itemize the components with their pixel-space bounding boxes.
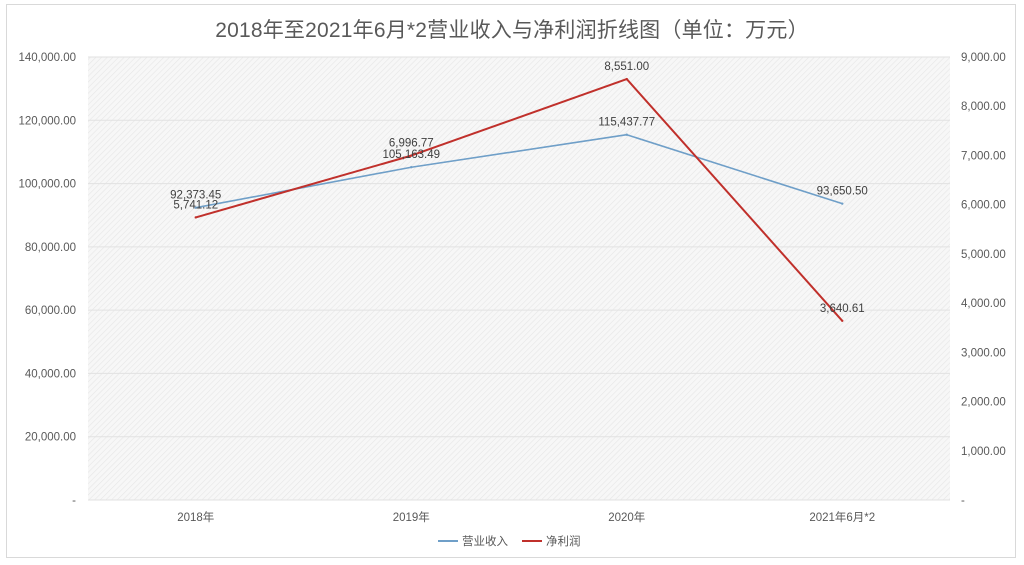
data-point [410,166,413,169]
right-axis-tick-label: - [961,495,965,507]
right-axis-tick-label: 1,000.00 [961,446,1006,458]
right-axis-tick-label: 6,000.00 [961,200,1006,212]
right-axis-tick-label: 2,000.00 [961,397,1006,409]
right-axis-tick-label: 5,000.00 [961,249,1006,261]
plot-area [88,57,950,500]
data-point [841,202,844,205]
data-point [841,319,844,323]
right-axis-tick-label: 3,000.00 [961,347,1006,359]
left-axis-tick-label: 80,000.00 [25,242,76,254]
legend-label: 营业收入 [462,534,508,548]
data-point [625,77,628,81]
series-line-net-profit [195,78,843,322]
left-axis-tick-label: - [72,495,76,507]
x-axis-tick-label: 2020年 [608,510,645,524]
right-axis-tick-label: 9,000.00 [961,52,1006,64]
left-axis-tick-label: 60,000.00 [25,305,76,317]
right-axis-tick-label: 4,000.00 [961,298,1006,310]
x-axis-tick-label: 2021年6月*2 [809,510,875,524]
data-label: 8,551.00 [604,61,649,73]
data-label: 5,741.12 [173,199,218,211]
left-axis-tick-label: 120,000.00 [18,115,76,127]
data-point [194,216,197,219]
data-label: 6,996.77 [389,138,434,150]
data-label: 92,373.45 [170,190,221,202]
legend-label: 净利润 [546,534,581,548]
left-axis-tick-label: 40,000.00 [25,368,76,380]
data-label: 115,437.77 [598,117,655,129]
left-axis-tick-label: 100,000.00 [18,179,76,191]
right-axis-tick-label: 8,000.00 [961,101,1006,113]
data-point [410,154,413,157]
data-point [194,206,197,209]
data-point [625,133,628,136]
chart-title: 2018年至2021年6月*2营业收入与净利润折线图（单位：万元） [215,19,809,42]
data-label: 105,163.49 [382,149,440,161]
left-axis-tick-label: 20,000.00 [25,432,76,444]
data-label: 3,640.61 [820,303,865,315]
data-label: 93,650.50 [817,186,868,198]
x-axis-tick-label: 2019年 [393,510,430,524]
x-axis-tick-label: 2018年 [177,510,214,524]
left-axis-tick-label: 140,000.00 [18,52,76,64]
right-axis-tick-label: 7,000.00 [961,150,1006,162]
